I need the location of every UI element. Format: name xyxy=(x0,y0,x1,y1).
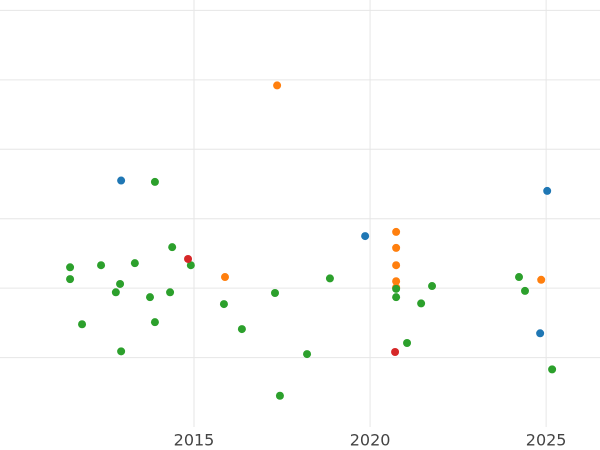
point xyxy=(392,293,401,302)
point xyxy=(417,299,426,308)
point xyxy=(166,288,175,297)
point xyxy=(521,286,529,295)
point xyxy=(117,347,126,356)
point xyxy=(403,338,412,347)
point xyxy=(303,350,312,359)
point xyxy=(428,282,437,291)
point xyxy=(221,273,229,282)
point xyxy=(237,325,246,334)
point xyxy=(150,177,159,186)
point xyxy=(219,300,228,309)
point xyxy=(391,348,400,357)
point xyxy=(392,227,401,236)
point xyxy=(186,261,195,270)
point xyxy=(66,263,75,272)
point xyxy=(392,277,401,286)
x-tick-label: 2025 xyxy=(526,431,567,450)
point xyxy=(273,81,282,90)
point xyxy=(146,293,154,302)
point xyxy=(130,259,139,268)
point xyxy=(78,320,87,329)
point xyxy=(325,274,334,283)
point xyxy=(515,273,524,282)
point xyxy=(275,391,284,400)
point xyxy=(361,232,370,241)
point xyxy=(168,243,177,252)
x-tick-label: 2020 xyxy=(350,431,391,450)
point xyxy=(66,275,75,284)
point xyxy=(117,176,126,185)
point xyxy=(111,288,120,297)
point xyxy=(537,275,546,284)
point xyxy=(536,329,545,338)
point xyxy=(150,318,159,327)
point xyxy=(392,243,401,252)
point xyxy=(392,284,401,293)
point xyxy=(116,279,125,288)
point xyxy=(543,186,552,195)
point xyxy=(271,288,279,297)
point xyxy=(184,254,193,263)
point xyxy=(392,261,401,270)
x-tick-label: 2015 xyxy=(174,431,215,450)
point xyxy=(97,261,106,270)
point xyxy=(548,365,557,374)
